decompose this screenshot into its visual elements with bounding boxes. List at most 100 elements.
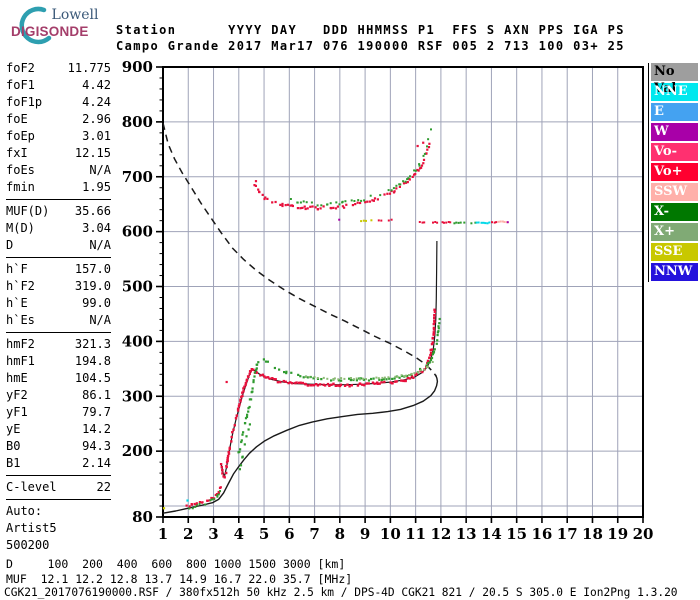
x-trace-light-upper [403, 375, 406, 378]
o-trace-F [402, 379, 405, 383]
spread-segment [491, 221, 493, 224]
x-trace-light-upper [400, 374, 403, 377]
spread-segment [423, 221, 426, 224]
second-hop-x [326, 203, 329, 206]
x-trace-F [248, 405, 251, 409]
second-hop-o [279, 203, 282, 206]
o-trace-F [259, 374, 262, 377]
second-hop-o [356, 201, 359, 204]
param-value: 194.8 [74, 354, 111, 368]
second-hop-x [360, 199, 363, 202]
x-tick-label: 20 [633, 525, 654, 543]
x-trace-F [437, 325, 440, 328]
second-hop-o [411, 175, 414, 178]
o-trace-F [220, 466, 223, 469]
footer-muf-line: MUF 12.1 12.2 12.8 13.7 14.9 16.7 22.0 3… [6, 571, 353, 586]
second-hop-o [309, 205, 312, 208]
second-hop-x [379, 194, 382, 197]
x-trace-F [302, 376, 305, 379]
o-trace-F [433, 320, 436, 324]
x-trace-F [340, 379, 343, 382]
second-hop-o [284, 204, 287, 207]
x-tick-label: 12 [430, 525, 451, 543]
x-trace-F [251, 387, 254, 390]
param-row: B0 94.3 [6, 439, 111, 456]
second-hop-o [253, 184, 256, 187]
second-hop-o [330, 207, 333, 210]
x-tick-label: 16 [532, 525, 553, 543]
x-trace-light-upper [413, 372, 416, 375]
second-hop-o [395, 187, 398, 190]
second-hop-x [350, 199, 353, 202]
x-trace-F [309, 375, 312, 379]
second-hop-o [264, 196, 267, 199]
o-trace-F [252, 368, 255, 371]
stray-echo-dot [225, 380, 228, 384]
o-trace-F [415, 372, 419, 375]
param-value: N/A [89, 238, 111, 252]
stray-echo-dot [422, 141, 425, 144]
e-region-x [213, 498, 216, 501]
x-sub-trace [241, 455, 244, 458]
second-hop-o [289, 204, 292, 207]
x-trace-light-upper [408, 374, 410, 376]
param-label: Auto: [6, 504, 43, 518]
second-hop-o [420, 164, 424, 167]
x-trace-F [252, 379, 255, 382]
o-trace-F [241, 391, 244, 394]
x-trace-F [240, 439, 243, 442]
second-hop-x [299, 201, 302, 204]
x-trace-light-upper [308, 376, 311, 379]
o-trace-F [365, 382, 368, 385]
second-hop-o [427, 146, 431, 149]
x-trace-F [370, 377, 373, 381]
second-hop-o [359, 201, 362, 205]
param-label: B1 [6, 456, 21, 470]
x-trace-F [278, 368, 281, 371]
x-trace-F [429, 358, 433, 362]
param-row: M(D) 3.04 [6, 221, 111, 238]
second-hop-x [406, 178, 409, 181]
x-trace-F [433, 348, 436, 351]
x-trace-F [255, 368, 258, 371]
o-trace-F [304, 382, 307, 386]
x-trace-F [248, 398, 251, 401]
spread-segment [338, 218, 341, 221]
second-hop-x [395, 184, 398, 187]
x-trace-light-upper [359, 378, 361, 381]
x-trace-F [382, 378, 385, 381]
param-row: h`F2 319.0 [6, 279, 111, 296]
second-hop-x [338, 203, 341, 206]
x-trace-F [320, 378, 323, 381]
second-hop-o [314, 206, 317, 209]
stray-echo-dot [186, 499, 189, 502]
param-label: foF2 [6, 61, 35, 75]
x-trace-light-upper [337, 378, 340, 381]
param-value: 319.0 [74, 279, 111, 293]
o-trace-F [363, 384, 366, 387]
second-hop-x [418, 164, 421, 167]
o-trace-F [236, 407, 240, 410]
second-hop-o [383, 193, 386, 196]
spread-segment [463, 221, 466, 224]
second-hop-o [281, 204, 284, 208]
x-trace-F [240, 440, 243, 444]
x-trace-F [312, 377, 315, 380]
x-trace-F [255, 367, 258, 370]
o-trace-F [298, 381, 301, 385]
x-trace-F [250, 398, 253, 401]
x-tick-label: 7 [309, 525, 319, 543]
second-hop-o [364, 201, 367, 204]
second-hop-o [393, 190, 396, 193]
o-trace-F [406, 376, 409, 380]
second-hop-x [423, 152, 426, 155]
x-trace-F [432, 350, 436, 353]
o-trace-F [306, 384, 310, 387]
x-trace-light-upper [361, 377, 364, 380]
x-tick-label: 18 [582, 525, 603, 543]
x-trace-light-upper [396, 375, 399, 378]
y-tick-label: 600 [122, 223, 153, 241]
x-trace-F [435, 342, 438, 345]
param-value: 12.15 [74, 146, 111, 160]
o-trace-F [255, 371, 258, 374]
